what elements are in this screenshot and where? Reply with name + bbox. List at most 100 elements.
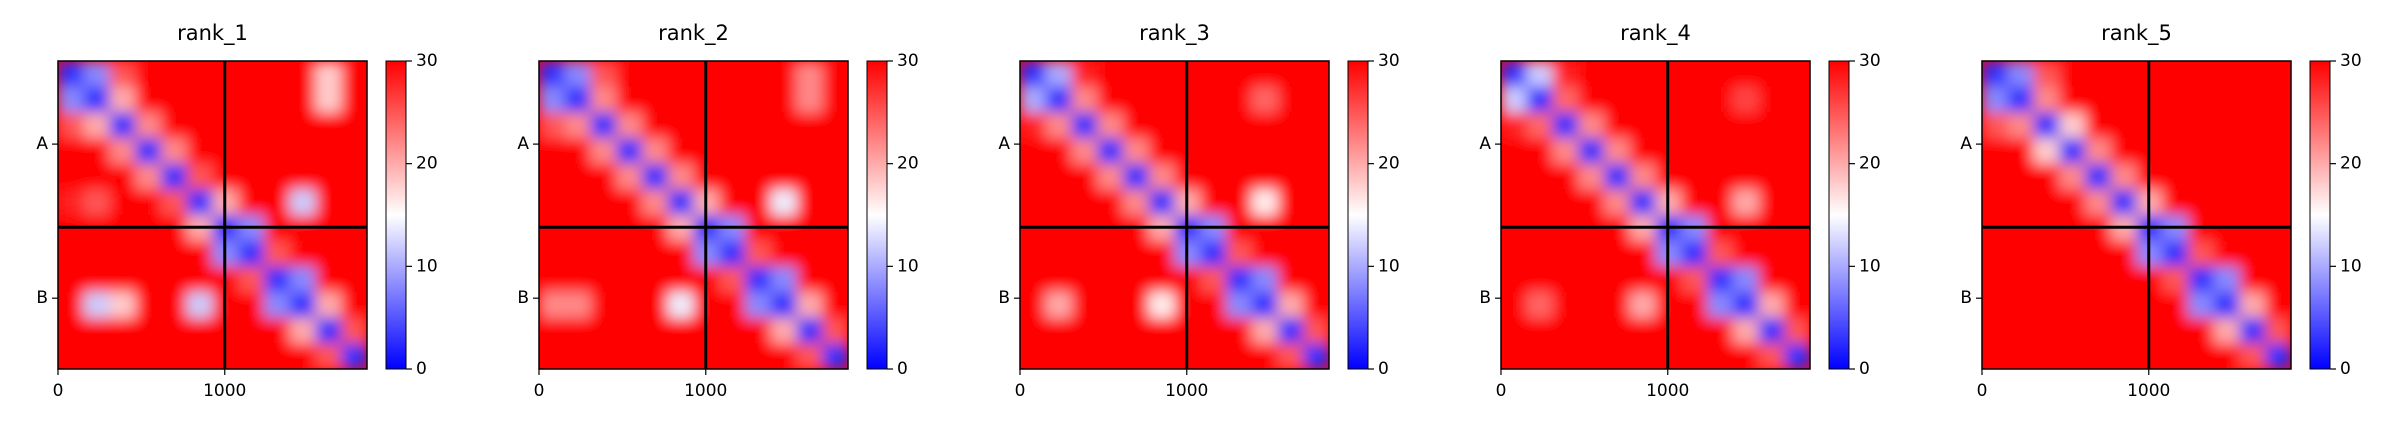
heatmap-cell xyxy=(2059,163,2086,190)
heatmap-cell xyxy=(2213,112,2240,139)
heatmap-cell xyxy=(1732,240,1759,267)
heatmap-cell xyxy=(745,138,772,165)
heatmap-cell xyxy=(1552,86,1579,113)
heatmap-cell xyxy=(1578,240,1605,267)
heatmap-cell xyxy=(238,138,265,165)
heatmap-cell xyxy=(1277,189,1304,216)
heatmap-cell xyxy=(1097,189,1124,216)
heatmap-cell xyxy=(1148,163,1175,190)
heatmap-cell xyxy=(264,240,291,267)
x-tick-label: 1000 xyxy=(203,381,246,401)
heatmap-cell xyxy=(2110,86,2137,113)
colorbar-tick-label: 0 xyxy=(2340,359,2351,379)
heatmap-cell xyxy=(1226,292,1253,319)
heatmap-cell xyxy=(1226,343,1253,369)
heatmap-cell xyxy=(1226,266,1253,293)
heatmap-cell xyxy=(2265,61,2291,88)
heatmap-cell xyxy=(135,343,162,369)
y-tick-label: A xyxy=(36,134,48,154)
heatmap-cell xyxy=(161,240,188,267)
heatmap-cell xyxy=(264,292,291,319)
y-tick-label: A xyxy=(1960,134,1972,154)
heatmap-cell xyxy=(2110,317,2137,344)
heatmap-cell xyxy=(1123,163,1150,190)
heatmap-cell xyxy=(1020,343,1047,369)
heatmap-cell xyxy=(770,343,797,369)
heatmap-cell xyxy=(1604,317,1631,344)
heatmap-cell xyxy=(2162,138,2189,165)
heatmap-cell xyxy=(822,112,848,139)
heatmap-cell xyxy=(1501,266,1528,293)
heatmap-cell xyxy=(2007,163,2034,190)
heatmap-cell xyxy=(161,317,188,344)
heatmap-cell xyxy=(1148,266,1175,293)
heatmap-cell xyxy=(667,138,694,165)
heatmap-cell xyxy=(1629,112,1656,139)
heatmap-cell xyxy=(796,138,823,165)
heatmap-cell xyxy=(1681,112,1708,139)
heatmap-cell xyxy=(1681,61,1708,88)
heatmap-cell xyxy=(186,189,213,216)
heatmap-cell xyxy=(564,343,591,369)
heatmap-cell xyxy=(667,61,694,88)
heatmap-cell xyxy=(341,112,367,139)
heatmap-cell xyxy=(315,86,342,113)
panel-title: rank_2 xyxy=(658,21,729,46)
heatmap-cell xyxy=(590,61,617,88)
heatmap-cell xyxy=(109,61,136,88)
heatmap-cell xyxy=(796,189,823,216)
heatmap-cell xyxy=(1784,112,1810,139)
heatmap-cell xyxy=(2239,112,2266,139)
heatmap-cell xyxy=(1200,240,1227,267)
heatmap-cell xyxy=(1681,266,1708,293)
heatmap-cell xyxy=(1200,86,1227,113)
heatmap-cell xyxy=(2162,189,2189,216)
heatmap-cell xyxy=(642,163,669,190)
heatmap-cell xyxy=(2188,138,2215,165)
heatmap-cell xyxy=(289,317,316,344)
heatmap-cell xyxy=(161,266,188,293)
heatmap-cell xyxy=(770,163,797,190)
heatmap-cell xyxy=(822,292,848,319)
heatmap-cell xyxy=(1552,112,1579,139)
heatmap-cell xyxy=(796,266,823,293)
heatmap-cell xyxy=(1732,343,1759,369)
heatmap-cell xyxy=(1020,240,1047,267)
heatmap-cell xyxy=(1200,292,1227,319)
heatmap-cell xyxy=(822,61,848,88)
heatmap-cell xyxy=(83,240,110,267)
heatmap-cell xyxy=(1226,189,1253,216)
heatmap-cell xyxy=(1226,138,1253,165)
heatmap-cell xyxy=(1045,163,1072,190)
heatmap-cell xyxy=(667,266,694,293)
heatmap-cell xyxy=(1148,343,1175,369)
heatmap-cell xyxy=(341,163,367,190)
heatmap-cell xyxy=(2007,266,2034,293)
heatmap-cell xyxy=(1526,86,1553,113)
heatmap-cell xyxy=(109,163,136,190)
heatmap-cell xyxy=(1629,317,1656,344)
heatmap-cell xyxy=(1020,112,1047,139)
heatmap-cell xyxy=(796,163,823,190)
heatmap-cell xyxy=(2110,138,2137,165)
colorbar-tick-label: 30 xyxy=(1859,51,1881,71)
heatmap-cell xyxy=(642,343,669,369)
heatmap-cell xyxy=(1148,240,1175,267)
heatmap-cell xyxy=(1200,266,1227,293)
heatmap-cell xyxy=(2162,266,2189,293)
heatmap-cell xyxy=(719,240,746,267)
heatmap-cell xyxy=(1707,266,1734,293)
heatmap-cell xyxy=(2007,343,2034,369)
heatmap-cell xyxy=(1277,266,1304,293)
heatmap-cell xyxy=(1681,317,1708,344)
heatmap-cell xyxy=(719,86,746,113)
panel-title: rank_3 xyxy=(1139,21,1210,46)
heatmap-cell xyxy=(642,292,669,319)
heatmap-cell xyxy=(1148,61,1175,88)
heatmap-cell xyxy=(238,266,265,293)
heatmap-cell xyxy=(1071,343,1098,369)
heatmap-cell xyxy=(2239,240,2266,267)
x-tick-label: 1000 xyxy=(1646,381,1689,401)
heatmap-cell xyxy=(161,112,188,139)
heatmap-cell xyxy=(315,61,342,88)
